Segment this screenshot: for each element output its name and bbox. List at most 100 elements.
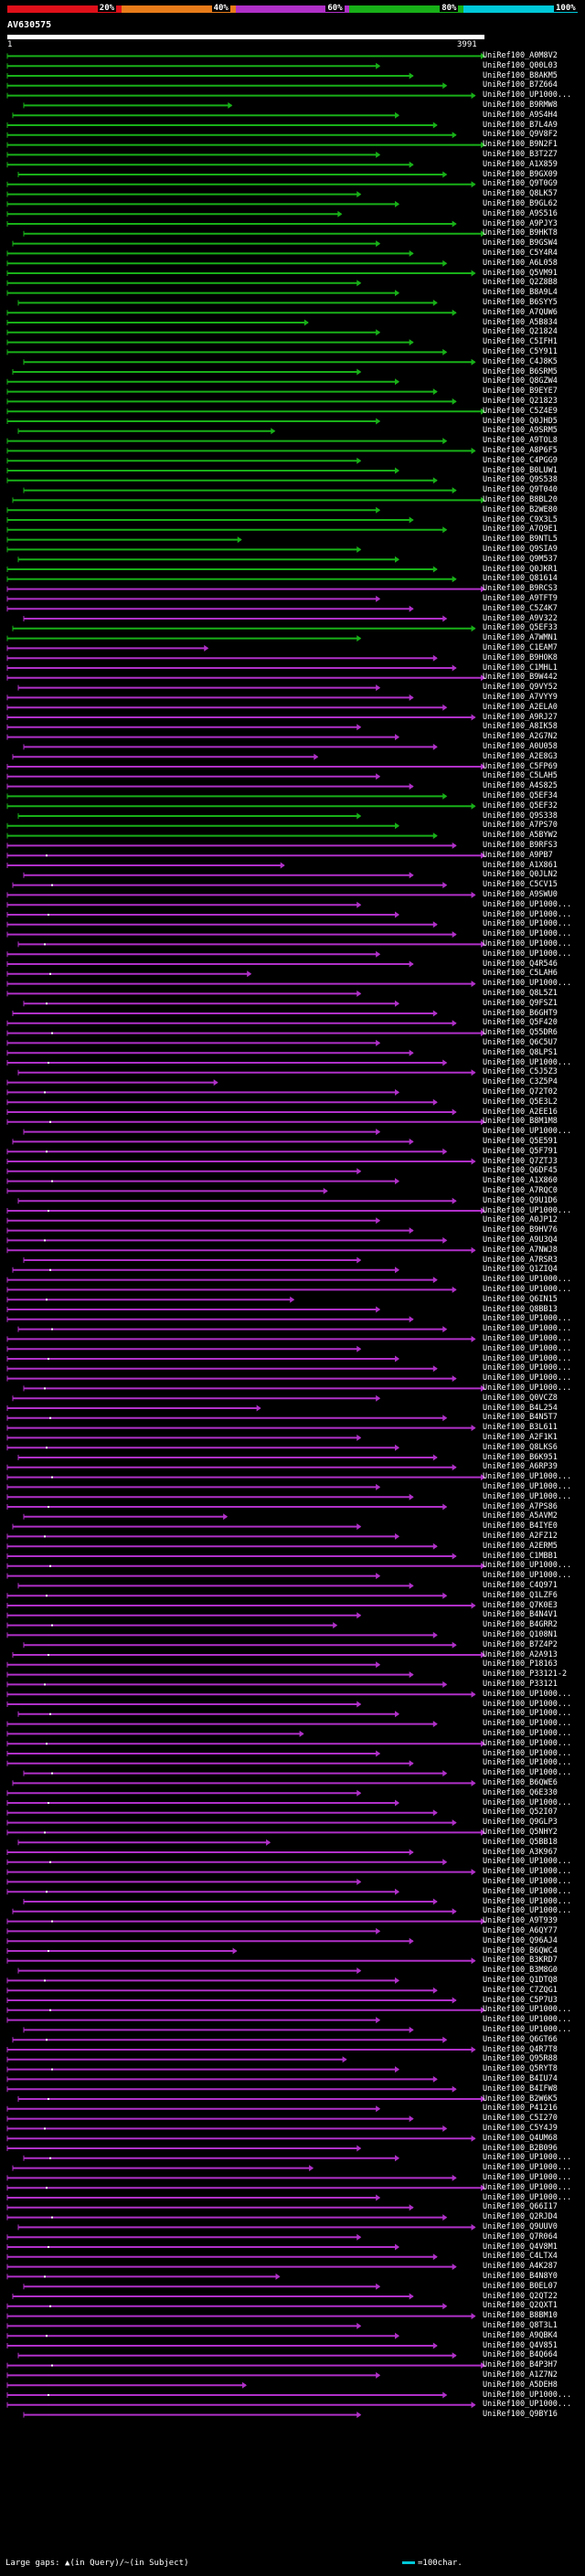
hit-label[interactable]: UniRef100_A7PS70 <box>483 821 558 831</box>
hit-label[interactable]: UniRef100_UP1000... <box>483 1383 572 1393</box>
hit-label[interactable]: UniRef100_A2G7N2 <box>483 732 558 742</box>
hit-label[interactable]: UniRef100_C5FP69 <box>483 761 558 771</box>
hit-label[interactable]: UniRef100_A4S825 <box>483 781 558 791</box>
hit-label[interactable]: UniRef100_Q6C5U7 <box>483 1038 558 1047</box>
hit-label[interactable]: UniRef100_Q2QT22 <box>483 2291 558 2301</box>
hit-label[interactable]: UniRef100_UP1000... <box>483 1314 572 1324</box>
hit-label[interactable]: UniRef100_Q9M537 <box>483 554 558 564</box>
hit-label[interactable]: UniRef100_UP1000... <box>483 1324 572 1334</box>
hit-label[interactable]: UniRef100_UP1000... <box>483 1363 572 1373</box>
hit-label[interactable]: UniRef100_Q2QXT1 <box>483 2301 558 2311</box>
hit-label[interactable]: UniRef100_Q5E591 <box>483 1137 558 1146</box>
hit-label[interactable]: UniRef100_B3KRD7 <box>483 1956 558 1966</box>
hit-label[interactable]: UniRef100_UP1000... <box>483 1719 572 1729</box>
hit-label[interactable]: UniRef100_Q8LKS6 <box>483 1442 558 1452</box>
hit-label[interactable]: UniRef100_Q00L03 <box>483 60 558 70</box>
hit-label[interactable]: UniRef100_B4L254 <box>483 1403 558 1413</box>
hit-label[interactable]: UniRef100_B4N8Y0 <box>483 2272 558 2281</box>
hit-label[interactable]: UniRef100_UP1000... <box>483 1057 572 1067</box>
hit-label[interactable]: UniRef100_A1X860 <box>483 1176 558 1186</box>
hit-label[interactable]: UniRef100_Q9SIA9 <box>483 545 558 554</box>
hit-label[interactable]: UniRef100_UP1000... <box>483 929 572 939</box>
hit-label[interactable]: UniRef100_A9U3Q4 <box>483 1235 558 1245</box>
hit-label[interactable]: UniRef100_UP1000... <box>483 1738 572 1748</box>
hit-label[interactable]: UniRef100_UP1000... <box>483 1709 572 1719</box>
hit-label[interactable]: UniRef100_C4J8K5 <box>483 356 558 366</box>
hit-label[interactable]: UniRef100_B3L611 <box>483 1423 558 1433</box>
hit-label[interactable]: UniRef100_B8M1M8 <box>483 1117 558 1127</box>
hit-label[interactable]: UniRef100_Q4UM68 <box>483 2133 558 2143</box>
hit-label[interactable]: UniRef100_C5IFH1 <box>483 337 558 347</box>
hit-label[interactable]: UniRef100_Q8T3L1 <box>483 2321 558 2330</box>
hit-label[interactable]: UniRef100_Q0JLN2 <box>483 870 558 880</box>
hit-label[interactable]: UniRef100_Q9T040 <box>483 485 558 495</box>
hit-label[interactable]: UniRef100_Q4V851 <box>483 2340 558 2350</box>
hit-label[interactable]: UniRef100_B4IYE0 <box>483 1521 558 1532</box>
hit-label[interactable]: UniRef100_UP1000... <box>483 1758 572 1768</box>
hit-label[interactable]: UniRef100_UP1000... <box>483 1906 572 1916</box>
hit-label[interactable]: UniRef100_UP1000... <box>483 2163 572 2173</box>
hit-label[interactable]: UniRef100_Q108N1 <box>483 1630 558 1639</box>
hit-label[interactable]: UniRef100_Q2RJD4 <box>483 2212 558 2222</box>
hit-label[interactable]: UniRef100_C4LTX4 <box>483 2252 558 2262</box>
hit-label[interactable]: UniRef100_Q9BY16 <box>483 2410 558 2420</box>
hit-label[interactable]: UniRef100_Q6DF45 <box>483 1166 558 1176</box>
hit-label[interactable]: UniRef100_UP1000... <box>483 1867 572 1877</box>
hit-label[interactable]: UniRef100_A1X861 <box>483 860 558 870</box>
hit-label[interactable]: UniRef100_A7RSR3 <box>483 1255 558 1265</box>
hit-label[interactable]: UniRef100_Q95R88 <box>483 2054 558 2064</box>
hit-label[interactable]: UniRef100_Q8LK57 <box>483 189 558 199</box>
hit-label[interactable]: UniRef100_UP1000... <box>483 1353 572 1363</box>
hit-label[interactable]: UniRef100_UP1000... <box>483 949 572 959</box>
hit-label[interactable]: UniRef100_B8BL20 <box>483 495 558 504</box>
hit-label[interactable]: UniRef100_A9TOL8 <box>483 436 558 446</box>
hit-label[interactable]: UniRef100_B7Z4P2 <box>483 1639 558 1649</box>
hit-label[interactable]: UniRef100_Q4V8M1 <box>483 2242 558 2252</box>
hit-label[interactable]: UniRef100_A9S4H4 <box>483 110 558 120</box>
hit-label[interactable]: UniRef100_UP1000... <box>483 2025 572 2034</box>
hit-label[interactable]: UniRef100_B9GL62 <box>483 199 558 208</box>
hit-label[interactable]: UniRef100_Q0VCZ8 <box>483 1393 558 1403</box>
hit-label[interactable]: UniRef100_A2EE16 <box>483 1107 558 1117</box>
hit-label[interactable]: UniRef100_UP1000... <box>483 1699 572 1709</box>
hit-label[interactable]: UniRef100_A7PS86 <box>483 1501 558 1511</box>
hit-label[interactable]: UniRef100_UP1000... <box>483 2173 572 2182</box>
hit-label[interactable]: UniRef100_B4P3H7 <box>483 2360 558 2370</box>
hit-label[interactable]: UniRef100_UP1000... <box>483 1482 572 1491</box>
hit-label[interactable]: UniRef100_B2W6K5 <box>483 2094 558 2104</box>
hit-label[interactable]: UniRef100_C5Y4J9 <box>483 2124 558 2133</box>
hit-label[interactable]: UniRef100_A4K287 <box>483 2262 558 2272</box>
hit-label[interactable]: UniRef100_UP1000... <box>483 1472 572 1482</box>
hit-label[interactable]: UniRef100_A9TFT9 <box>483 594 558 603</box>
hit-label[interactable]: UniRef100_UP1000... <box>483 2153 572 2163</box>
hit-label[interactable]: UniRef100_UP1000... <box>483 1886 572 1896</box>
hit-label[interactable]: UniRef100_P41216 <box>483 2104 558 2114</box>
hit-label[interactable]: UniRef100_UP1000... <box>483 1857 572 1867</box>
hit-label[interactable]: UniRef100_UP1000... <box>483 2182 572 2192</box>
hit-label[interactable]: UniRef100_Q4R7T8 <box>483 2044 558 2054</box>
hit-label[interactable]: UniRef100_Q9UUV0 <box>483 2222 558 2231</box>
hit-label[interactable]: UniRef100_A0U058 <box>483 742 558 751</box>
hit-label[interactable]: UniRef100_Q5F420 <box>483 1018 558 1028</box>
hit-label[interactable]: UniRef100_UP1000... <box>483 1205 572 1215</box>
hit-label[interactable]: UniRef100_A7WMN1 <box>483 633 558 643</box>
hit-label[interactable]: UniRef100_Q9GLP3 <box>483 1818 558 1828</box>
hit-label[interactable]: UniRef100_UP1000... <box>483 2192 572 2202</box>
hit-label[interactable]: UniRef100_Q52I07 <box>483 1807 558 1818</box>
hit-label[interactable]: UniRef100_A5DEH8 <box>483 2380 558 2390</box>
hit-label[interactable]: UniRef100_A6QY77 <box>483 1926 558 1935</box>
hit-label[interactable]: UniRef100_B6GHT9 <box>483 1008 558 1018</box>
hit-label[interactable]: UniRef100_A9T939 <box>483 1916 558 1926</box>
hit-label[interactable]: UniRef100_B6QWE6 <box>483 1778 558 1787</box>
hit-label[interactable]: UniRef100_UP1000... <box>483 1334 572 1343</box>
hit-label[interactable]: UniRef100_A7Q9E1 <box>483 525 558 535</box>
hit-label[interactable]: UniRef100_A7RQC0 <box>483 1186 558 1195</box>
hit-label[interactable]: UniRef100_C5Y911 <box>483 347 558 356</box>
hit-label[interactable]: UniRef100_A5AVM2 <box>483 1511 558 1521</box>
hit-label[interactable]: UniRef100_UP1000... <box>483 2005 572 2015</box>
hit-label[interactable]: UniRef100_A7VYY9 <box>483 693 558 702</box>
hit-label[interactable]: UniRef100_A8P6F5 <box>483 446 558 455</box>
hit-label[interactable]: UniRef100_B9HKT8 <box>483 228 558 239</box>
hit-label[interactable]: UniRef100_UP1000... <box>483 1571 572 1581</box>
hit-label[interactable]: UniRef100_C1MHL1 <box>483 663 558 673</box>
